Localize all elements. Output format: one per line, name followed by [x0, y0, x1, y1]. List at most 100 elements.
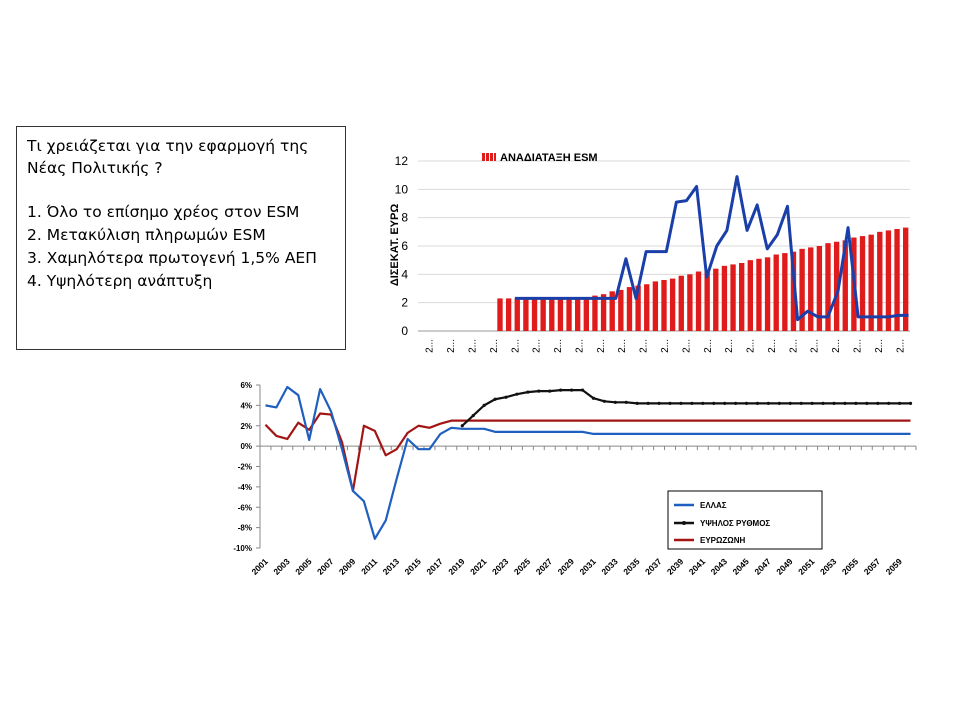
- chart1-bar: [687, 274, 693, 331]
- chart2-gridlines: [256, 384, 917, 549]
- chart2-series-marker: [788, 401, 792, 405]
- chart2-series-marker: [832, 401, 836, 405]
- chart1-bar: [583, 298, 589, 331]
- chart1-x-tick-labels: 2... 2... 2... 2... 2... 2... 2... 2... 2... 2...…: [425, 339, 907, 353]
- chart1-bar: [635, 285, 641, 331]
- chart1-x-tick-label: 2...: [489, 339, 500, 353]
- chart2-series-marker: [580, 388, 585, 392]
- chart2-x-tick-label: 2011: [359, 556, 379, 576]
- chart2-legend-label-ellas: ΕΛΛΑΣ: [700, 501, 727, 510]
- chart2-y-tick-label: 2%: [240, 422, 252, 431]
- chart1-x-tick-label: 2...: [510, 339, 521, 353]
- chart2-series-marker: [613, 400, 617, 404]
- chart1-x-tick-label: 2...: [617, 339, 628, 353]
- chart1-bar: [885, 230, 892, 331]
- chart1-bar: [566, 298, 572, 331]
- chart2-series-marker: [898, 401, 902, 405]
- chart1-bar: [575, 298, 581, 331]
- growth-rate-chart: 6%4%2%0%-2%-4%-6%-8%-10% 2001 2003 2005 200…: [233, 381, 917, 577]
- chart1-bar: [833, 241, 840, 331]
- chart1-bar: [669, 278, 676, 331]
- chart1-x-tick-label: 2...: [767, 339, 778, 353]
- chart2-y-tick-label: -10%: [233, 544, 252, 553]
- chart1-bar: [756, 258, 762, 331]
- chart2-series-marker: [766, 401, 771, 405]
- chart1-line: [514, 175, 909, 322]
- chart2-legend: ΕΛΛΑΣ ΥΨΗΛΟΣ ΡΥΘΜΟΣ ΕΥΡΩΖΩΝΗ: [667, 490, 823, 550]
- chart1-y-axis-label: ΔΙΣΕΚΑΤ. ΕΥΡΩ: [389, 204, 401, 287]
- chart2-y-tick-label: 6%: [240, 381, 252, 390]
- chart2-x-tick-label: 2023: [490, 556, 511, 577]
- chart2-y-tick-label: 0%: [240, 442, 252, 451]
- chart2-y-tick-label: -6%: [238, 503, 252, 512]
- chart2-series-marker: [635, 401, 639, 405]
- chart2-series-marker: [471, 413, 475, 418]
- chart1-y-tick-label: 8: [401, 211, 408, 225]
- chart2-series-marker: [690, 401, 694, 405]
- chart2-series-marker: [602, 399, 606, 403]
- chart2-x-tick-label: 2017: [424, 556, 445, 577]
- chart2-series-marker: [755, 401, 760, 405]
- chart2-x-tick-label: 2025: [512, 556, 533, 577]
- chart2-y-tick-label: -4%: [238, 483, 252, 492]
- chart1-bar: [695, 271, 702, 331]
- chart2-series-marker: [482, 403, 486, 407]
- chart2-x-tick-label: 2005: [293, 556, 314, 577]
- chart1-x-tick-label: 2...: [681, 339, 692, 353]
- textbox-item-4: 4. Υψηλότερη ανάπτυξη: [27, 272, 213, 290]
- chart2-x-tick-label: 2037: [643, 556, 664, 577]
- chart2-x-tick-label: 2029: [556, 556, 577, 577]
- chart1-bar: [764, 257, 771, 331]
- chart1-x-tick-label: 2...: [639, 339, 650, 353]
- chart1-bar: [497, 298, 503, 331]
- chart2-series-marker: [854, 401, 858, 405]
- chart2-y-tick-label: -2%: [238, 463, 252, 472]
- chart2-y-tick-label: 4%: [240, 401, 252, 410]
- chart2-series-marker: [460, 424, 464, 428]
- chart1-line-series: [514, 175, 909, 322]
- chart2-x-tick-label: 2019: [446, 556, 467, 577]
- chart1-x-tick-label: 2...: [724, 339, 735, 353]
- chart2-x-tick-label: 2015: [402, 556, 423, 577]
- chart1-x-tick-label: 2...: [574, 339, 585, 353]
- chart2-series-marker: [570, 388, 574, 392]
- chart2-x-tick-label: 2009: [337, 556, 358, 577]
- chart2-x-tick-label: 2003: [271, 556, 292, 577]
- chart2-series-marker: [744, 401, 749, 405]
- chart2-legend-label-high: ΥΨΗΛΟΣ ΡΥΘΜΟΣ: [700, 519, 770, 528]
- chart2-x-tick-label: 2049: [774, 556, 795, 577]
- chart1-legend-swatch: [482, 153, 496, 161]
- chart1-x-tick-label: 2...: [831, 339, 842, 353]
- chart2-x-tick-label: 2041: [687, 556, 708, 577]
- chart2-series: [264, 385, 913, 540]
- chart2-series-marker: [624, 400, 628, 404]
- chart1-bar: [704, 270, 710, 331]
- chart1-x-tick-label: 2...: [874, 339, 885, 353]
- chart1-legend-label: ΑΝΑΔΙΑΤΑΞΗ ESM: [500, 152, 598, 164]
- chart1-bar: [816, 246, 823, 331]
- textbox-title-line-1: Τι χρειάζεται για την εφαρμογή της: [27, 137, 309, 155]
- chart2-series-marker: [559, 388, 563, 392]
- chart1-y-tick-labels: 0 2 4 6 8 10 12: [395, 154, 409, 338]
- chart2-series-marker: [908, 401, 913, 405]
- chart1-bar: [531, 298, 538, 331]
- chart1-bar: [868, 234, 874, 331]
- chart2-x-tick-label: 2059: [884, 556, 905, 577]
- chart2-x-tick-label: 2047: [752, 556, 773, 577]
- chart2-x-tick-label: 2055: [840, 556, 861, 577]
- chart2-x-tick-label: 2007: [315, 556, 336, 577]
- chart1-bar: [523, 298, 529, 331]
- chart1-bar: [618, 289, 624, 331]
- chart2-series-marker: [591, 396, 596, 400]
- chart1-x-tick-label: 2...: [425, 339, 436, 353]
- chart2-series-marker: [821, 401, 825, 405]
- chart1-bar: [626, 287, 633, 331]
- chart2-legend-label-eurozone: ΕΥΡΩΖΩΝΗ: [700, 536, 746, 545]
- chart1-bar: [505, 298, 512, 331]
- textbox-item-2: 2. Μετακύλιση πληρωμών ESM: [27, 226, 266, 244]
- textbox-item-1: 1. Όλο το επίσημο χρέος στον ESM: [27, 203, 300, 221]
- chart2-series-marker: [515, 392, 519, 396]
- chart1-bar: [790, 251, 797, 331]
- chart1-x-tick-label: 2...: [788, 339, 799, 353]
